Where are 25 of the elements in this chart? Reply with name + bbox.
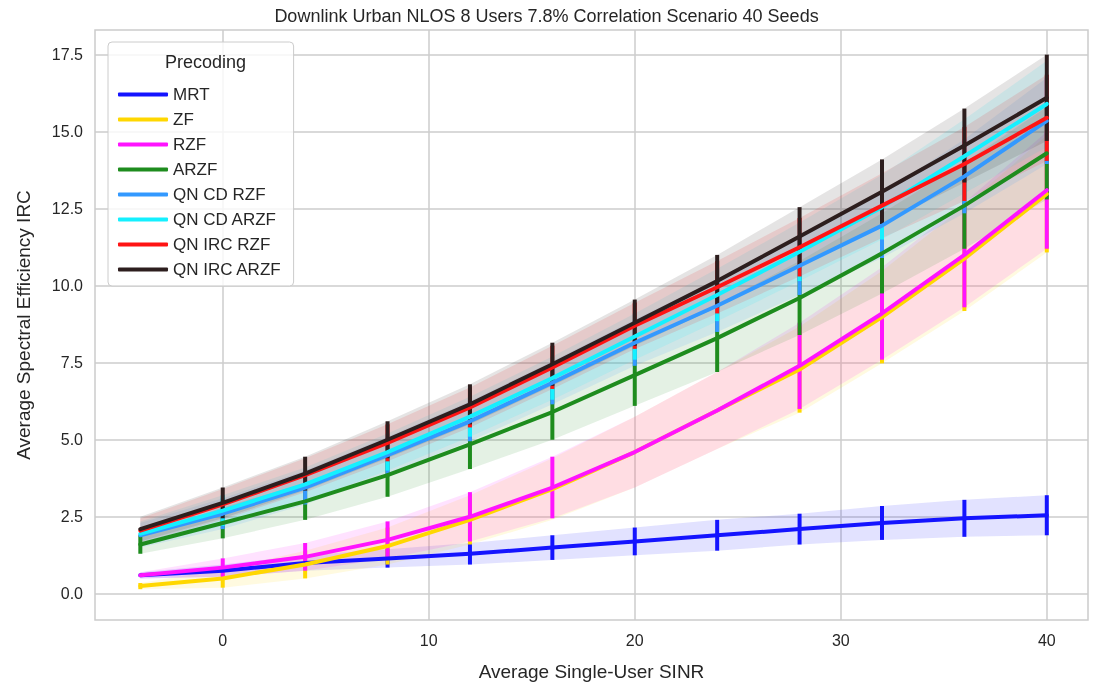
y-tick-label: 10.0 (51, 277, 84, 295)
x-tick-label: 30 (831, 631, 850, 649)
x-axis-title: Average Single-User SINR (478, 661, 705, 682)
y-tick-label: 0.0 (60, 585, 84, 603)
y-tick-label: 15.0 (51, 123, 84, 141)
legend-label: QN IRC RZF (173, 235, 271, 254)
y-tick-label: 17.5 (51, 46, 84, 64)
y-tick-label: 5.0 (60, 431, 84, 449)
y-tick-label: 7.5 (60, 354, 84, 372)
legend-title: Precoding (165, 52, 247, 72)
legend-label: QN CD RZF (173, 185, 266, 204)
y-tick-label: 2.5 (60, 508, 84, 526)
legend-label: RZF (173, 135, 207, 154)
legend-label: MRT (173, 85, 210, 104)
x-tick-label: 40 (1037, 631, 1056, 649)
legend-label: ZF (173, 110, 194, 129)
legend-label: ARZF (173, 160, 218, 179)
legend-label: QN CD ARZF (173, 210, 276, 229)
legend-label: QN IRC ARZF (173, 260, 281, 279)
x-tick-label: 20 (625, 631, 644, 649)
chart-title: Downlink Urban NLOS 8 Users 7.8% Correlation Scenario 40 Seeds (274, 6, 819, 26)
y-axis-title: Average Spectral Efficiency IRC (13, 190, 34, 460)
y-tick-label: 12.5 (51, 200, 84, 218)
x-tick-label: 0 (218, 631, 228, 649)
x-tick-label: 10 (419, 631, 438, 649)
